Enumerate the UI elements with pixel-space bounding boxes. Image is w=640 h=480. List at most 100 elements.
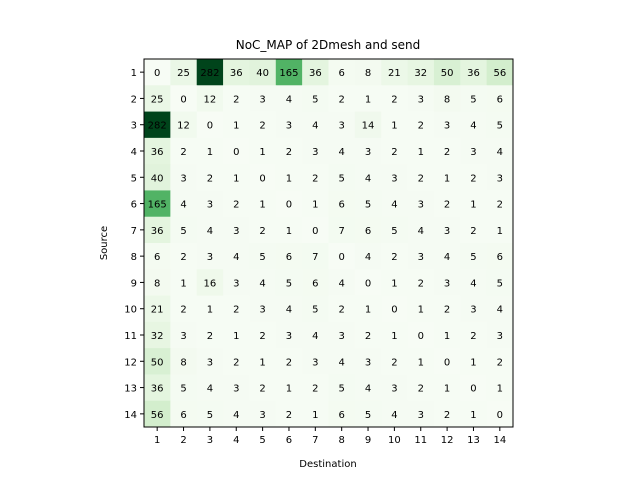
heatmap-cell [381, 400, 409, 428]
heatmap-cell-value: 21 [151, 305, 164, 316]
heatmap-cell [407, 85, 435, 113]
heatmap-cell [170, 164, 198, 191]
heatmap-cell-value: 2 [497, 200, 503, 211]
heatmap-cell-value: 56 [151, 410, 164, 421]
heatmap-cell-value: 1 [259, 200, 265, 211]
heatmap-cell-value: 4 [286, 305, 292, 316]
heatmap-cell-value: 2 [233, 200, 239, 211]
heatmap-cell [486, 164, 514, 191]
heatmap-cell [170, 85, 198, 113]
heatmap-cell-value: 5 [207, 410, 213, 421]
heatmap-cell [249, 400, 277, 428]
heatmap-cell-value: 4 [207, 384, 213, 395]
heatmap-cell [249, 348, 277, 375]
heatmap-cell-value: 3 [259, 305, 265, 316]
heatmap-cell [196, 137, 224, 165]
heatmap-cell [486, 243, 514, 270]
heatmap-cell [433, 59, 461, 86]
heatmap-cell [196, 85, 224, 113]
heatmap-cell [196, 321, 224, 349]
heatmap-cell-value: 2 [418, 278, 424, 289]
y-tick-label: 3 [131, 121, 137, 132]
heatmap-cell-value: 50 [151, 357, 164, 368]
heatmap-cell [249, 190, 277, 218]
heatmap-cell-value: 3 [418, 410, 424, 421]
heatmap-cell [486, 295, 514, 323]
heatmap-cell-value: 1 [207, 305, 213, 316]
heatmap-cell-value: 0 [233, 147, 239, 158]
heatmap-cell [486, 111, 514, 139]
heatmap-cell [328, 269, 356, 297]
heatmap-cell-value: 36 [151, 147, 164, 158]
heatmap-cell [223, 321, 250, 349]
heatmap-cell [144, 321, 171, 349]
y-tick-label: 9 [131, 278, 137, 289]
heatmap-cell-value: 1 [444, 173, 450, 184]
heatmap-cell-value: 5 [391, 226, 397, 237]
heatmap-cell-value: 5 [312, 305, 318, 316]
heatmap-cell [354, 295, 382, 323]
heatmap-cell-value: 32 [151, 331, 164, 342]
heatmap-cell-value: 2 [418, 173, 424, 184]
heatmap-cell-value: 6 [497, 252, 503, 263]
heatmap-cell-value: 5 [180, 226, 186, 237]
heatmap-cell [144, 216, 171, 244]
heatmap-cell [223, 85, 250, 113]
heatmap-cell [302, 137, 329, 165]
heatmap-cell [170, 348, 198, 375]
heatmap-cell-value: 50 [441, 68, 454, 79]
heatmap-cell [249, 321, 277, 349]
heatmap-cell-value: 5 [338, 173, 344, 184]
heatmap-cell [249, 295, 277, 323]
heatmap-cell-value: 3 [418, 200, 424, 211]
heatmap-cell-value: 2 [286, 410, 292, 421]
heatmap-cell [354, 400, 382, 428]
heatmap-cell-value: 4 [233, 410, 239, 421]
x-tick-label: 8 [338, 435, 344, 446]
heatmap-cell-value: 3 [497, 173, 503, 184]
heatmap-cell [433, 348, 461, 375]
x-tick-label: 12 [441, 435, 454, 446]
heatmap-cell [354, 216, 382, 244]
x-tick-label: 2 [180, 435, 186, 446]
heatmap-cell-value: 8 [154, 278, 160, 289]
heatmap-cell [460, 269, 488, 297]
heatmap-cell-value: 7 [338, 226, 344, 237]
heatmap-cell [249, 374, 277, 402]
heatmap-cell [460, 85, 488, 113]
heatmap-cell-value: 1 [497, 384, 503, 395]
y-tick-label: 8 [131, 252, 137, 263]
heatmap-cell [354, 269, 382, 297]
y-axis-label: Source [99, 226, 110, 260]
heatmap-cell-value: 6 [180, 410, 186, 421]
heatmap-cell-value: 3 [207, 357, 213, 368]
heatmap-cell-value: 1 [444, 384, 450, 395]
x-axis-label: Destination [299, 459, 356, 470]
heatmap-cell [249, 85, 277, 113]
heatmap-cell [249, 59, 277, 86]
heatmap-cell [302, 111, 329, 139]
heatmap-cell-value: 5 [259, 252, 265, 263]
heatmap-cell [144, 243, 171, 270]
heatmap-cell [249, 137, 277, 165]
heatmap-cell-value: 4 [286, 94, 292, 105]
heatmap-cell [354, 137, 382, 165]
heatmap-cell [433, 243, 461, 270]
heatmap-cell-value: 2 [259, 226, 265, 237]
heatmap-cell [302, 269, 329, 297]
heatmap-cell-value: 14 [362, 121, 375, 132]
heatmap-cell-value: 2 [259, 121, 265, 132]
heatmap-cell-value: 0 [497, 410, 503, 421]
heatmap-cell-value: 36 [230, 68, 243, 79]
heatmap-cell [407, 321, 435, 349]
heatmap-cell-value: 4 [497, 305, 503, 316]
heatmap-cell-value: 2 [444, 305, 450, 316]
heatmap-cell-value: 3 [470, 147, 476, 158]
heatmap-cell-value: 165 [279, 68, 298, 79]
heatmap-cell-value: 2 [391, 252, 397, 263]
heatmap-cell-value: 6 [154, 252, 160, 263]
heatmap-cell [354, 164, 382, 191]
heatmap-cell [407, 295, 435, 323]
heatmap-cell-value: 1 [233, 121, 239, 132]
